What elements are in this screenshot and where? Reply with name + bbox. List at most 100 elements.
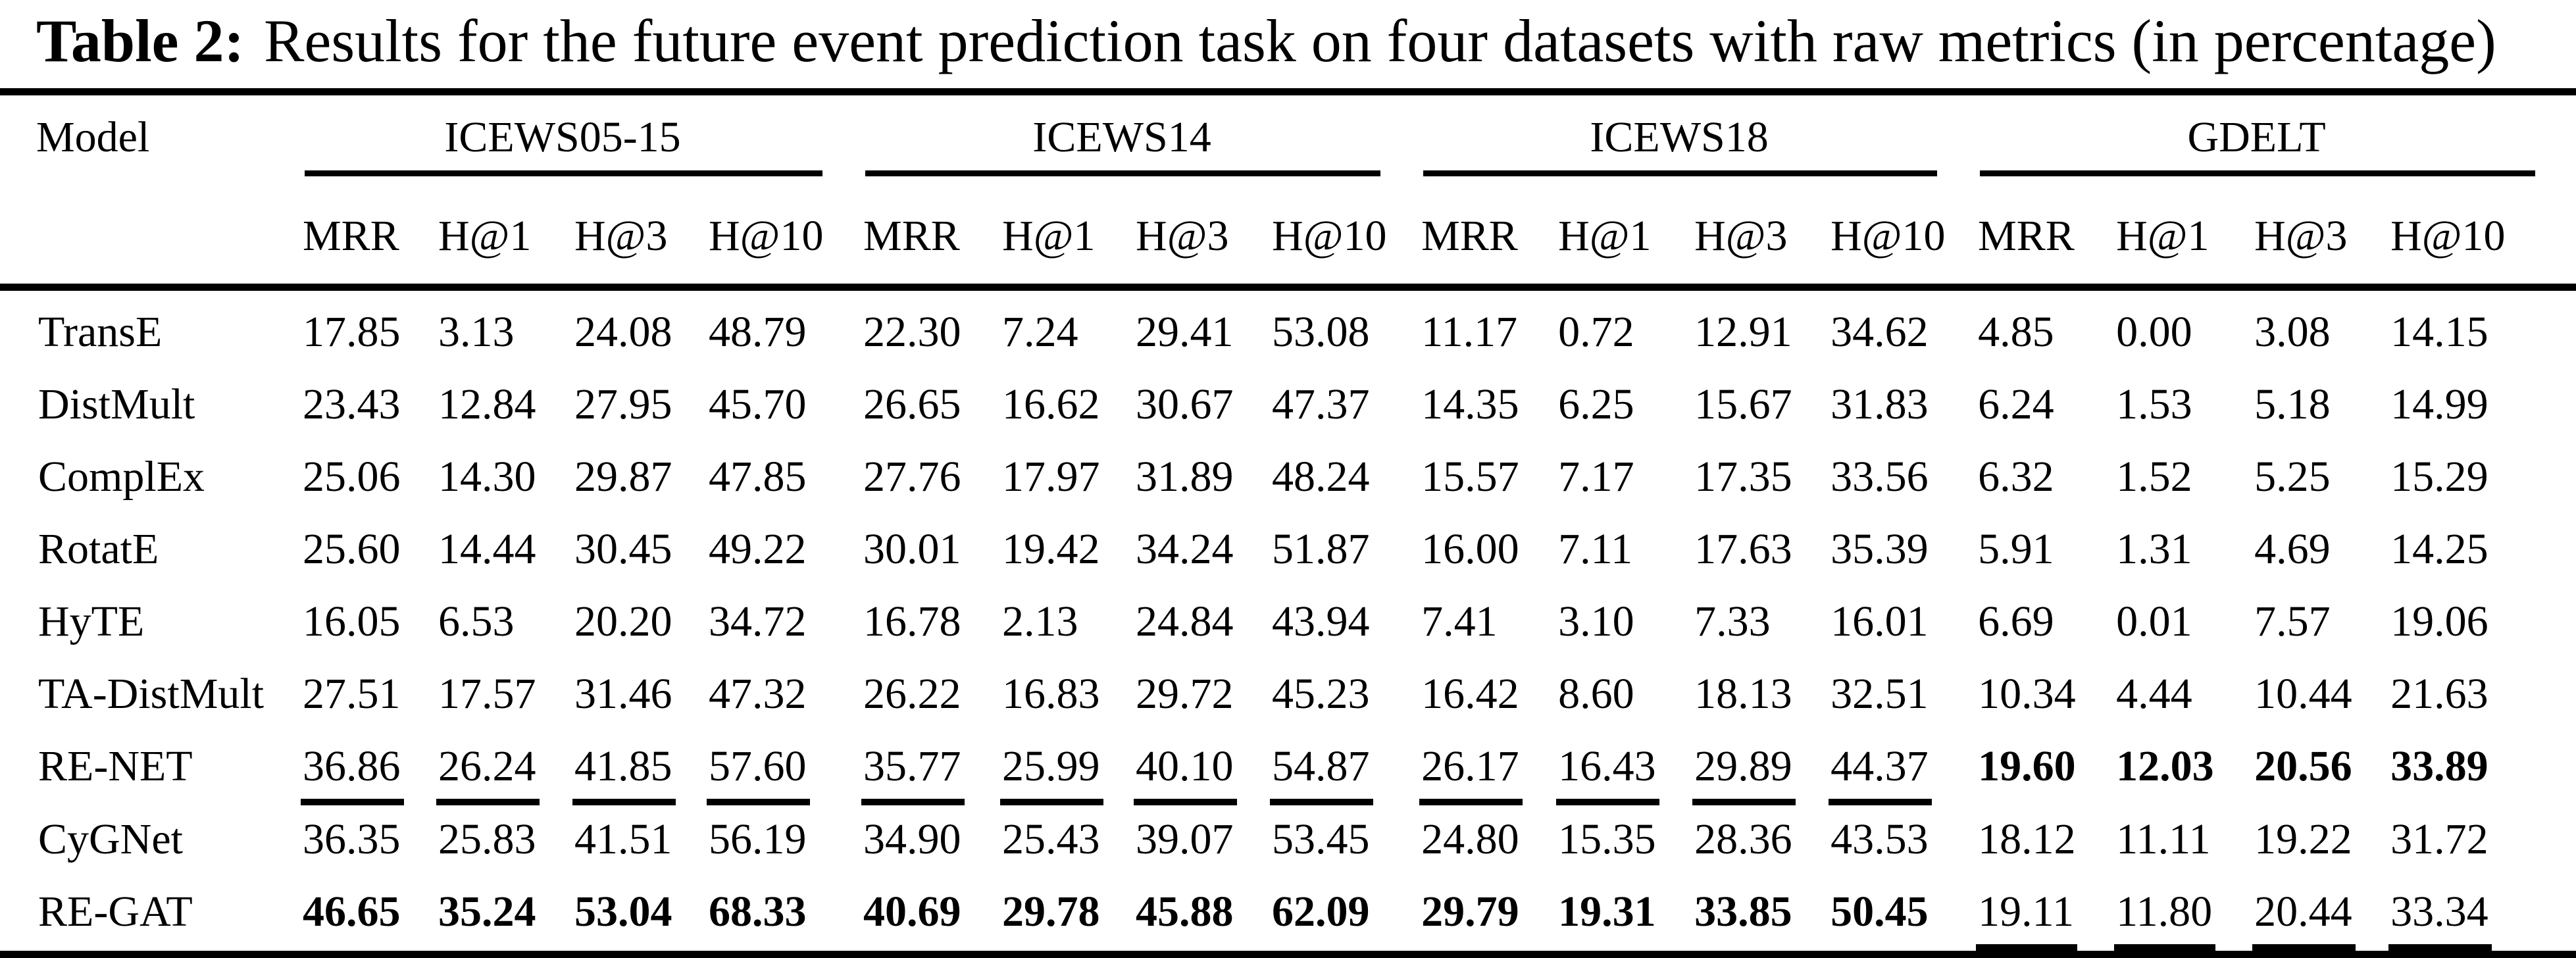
metric-value-cell: 6.25 (1558, 370, 1694, 443)
metric-value-cell: 16.42 (1421, 660, 1558, 732)
metric-value: 16.83 (1002, 669, 1100, 718)
metric-value: 41.51 (574, 815, 672, 863)
table-row: TransE 17.85 3.13 24.08 48.79 22.30 7.24 29.41 5… (0, 298, 2576, 370)
metric-value: 25.06 (303, 452, 401, 501)
metric-value-cell: 43.94 (1272, 588, 1421, 660)
group-underline-rule (1423, 170, 1938, 176)
metric-value-cell: 45.70 (709, 370, 863, 443)
group-rule-cell (1421, 164, 1978, 197)
metric-value-cell: 36.35 (303, 805, 438, 878)
metric-value: 5.18 (2254, 380, 2331, 428)
metric-value: 35.24 (438, 887, 536, 936)
metric-value-cell: 4.69 (2254, 515, 2390, 588)
metric-value: 29.87 (574, 452, 672, 501)
metric-value-cell: 11.11 (2116, 805, 2254, 878)
metric-header: H@10 (1831, 211, 1946, 260)
metric-value-cell: 17.35 (1694, 443, 1831, 515)
metric-value: 44.37 (1829, 742, 1932, 805)
metric-value-cell: 30.67 (1136, 370, 1272, 443)
metric-value-cell: 34.62 (1831, 298, 1978, 370)
metric-header: MRR (863, 211, 960, 260)
metric-value: 48.79 (709, 307, 807, 356)
metric-value: 34.72 (709, 597, 807, 645)
metric-value-cell: 31.72 (2390, 805, 2576, 878)
metric-value-cell: 18.13 (1694, 660, 1831, 732)
metric-value-cell: 44.37 (1829, 732, 1978, 805)
metric-value-cell: 29.78 (1002, 878, 1136, 951)
metric-value: 15.29 (2390, 452, 2488, 501)
table-row: RE-NET 36.86 26.24 41.85 57.60 35.77 25.99 40.1… (0, 732, 2576, 805)
metric-value: 16.78 (863, 597, 961, 645)
metric-value: 28.36 (1694, 815, 1792, 863)
metric-value: 53.04 (574, 887, 672, 936)
metric-value: 48.24 (1272, 452, 1370, 501)
metric-value-cell: 14.15 (2390, 298, 2576, 370)
metric-value: 30.45 (574, 524, 672, 573)
metric-value: 16.42 (1421, 669, 1519, 718)
metric-value-cell: 47.37 (1272, 370, 1421, 443)
metric-value: 31.83 (1831, 380, 1929, 428)
metric-value: 54.87 (1270, 742, 1373, 805)
metric-value: 16.05 (303, 597, 401, 645)
metric-value: 33.89 (2390, 742, 2488, 790)
metric-value: 7.24 (1002, 307, 1078, 356)
metric-value-cell: 24.80 (1421, 805, 1558, 878)
metric-value: 17.35 (1694, 452, 1792, 501)
metric-header: H@10 (2390, 211, 2506, 260)
metric-value-cell: 17.63 (1694, 515, 1831, 588)
metric-value: 7.41 (1421, 597, 1498, 645)
metric-value: 20.44 (2252, 887, 2356, 951)
metric-value-cell: 33.85 (1694, 878, 1831, 951)
table-body: TransE 17.85 3.13 24.08 48.79 22.30 7.24 29.41 5… (0, 298, 2576, 951)
metric-value-cell: 0.00 (2116, 298, 2254, 370)
bottom-rule (0, 950, 2576, 958)
metric-value-cell: 24.84 (1136, 588, 1272, 660)
group-rule-cell (303, 164, 863, 197)
metric-value: 47.85 (709, 452, 807, 501)
metric-value: 6.24 (1978, 380, 2054, 428)
metric-value-cell: 15.29 (2390, 443, 2576, 515)
metric-value: 27.76 (863, 452, 961, 501)
metric-header: H@3 (574, 211, 668, 260)
header-rule-row (0, 277, 2576, 298)
metric-value: 16.43 (1556, 742, 1659, 805)
metric-value-cell: 28.36 (1694, 805, 1831, 878)
metric-value-cell: 3.13 (438, 298, 574, 370)
metric-value: 29.89 (1692, 742, 1796, 805)
metric-value-cell: 35.39 (1831, 515, 1978, 588)
metric-value: 14.15 (2390, 307, 2488, 356)
metric-value-cell: 22.30 (863, 298, 1002, 370)
model-name: RotatE (38, 524, 159, 573)
metric-value-cell: 25.06 (303, 443, 438, 515)
metric-value: 4.85 (1978, 307, 2054, 356)
group-underline-rule (865, 170, 1381, 176)
group-rule-row (0, 164, 2576, 197)
table-caption-label: Table 2: (36, 7, 245, 74)
metric-value: 5.91 (1978, 524, 2054, 573)
metric-value-cell: 40.10 (1134, 732, 1272, 805)
metric-value: 19.31 (1558, 887, 1656, 936)
metric-value: 18.13 (1694, 669, 1792, 718)
model-column-header: Model (36, 113, 150, 161)
metric-value-cell: 41.85 (572, 732, 709, 805)
model-name: DistMult (38, 380, 195, 428)
metric-value-cell: 19.22 (2254, 805, 2390, 878)
metric-value-cell: 7.33 (1694, 588, 1831, 660)
metric-value-cell: 3.10 (1558, 588, 1694, 660)
metric-value-cell: 5.91 (1978, 515, 2116, 588)
metric-value-cell: 54.87 (1270, 732, 1421, 805)
metric-value: 29.79 (1421, 887, 1519, 936)
metric-value-cell: 33.56 (1831, 443, 1978, 515)
dataset-group-header-icews18: ICEWS18 (1590, 113, 1769, 161)
metric-value: 26.65 (863, 380, 961, 428)
metric-value: 15.35 (1558, 815, 1656, 863)
metric-value: 15.67 (1694, 380, 1792, 428)
metric-value-cell: 5.25 (2254, 443, 2390, 515)
metric-value: 32.51 (1831, 669, 1929, 718)
metric-value: 50.45 (1831, 887, 1929, 936)
metric-value: 36.86 (301, 742, 404, 805)
metric-value-cell: 40.69 (863, 878, 1002, 951)
metric-value: 31.89 (1136, 452, 1234, 501)
metric-value-cell: 26.22 (863, 660, 1002, 732)
